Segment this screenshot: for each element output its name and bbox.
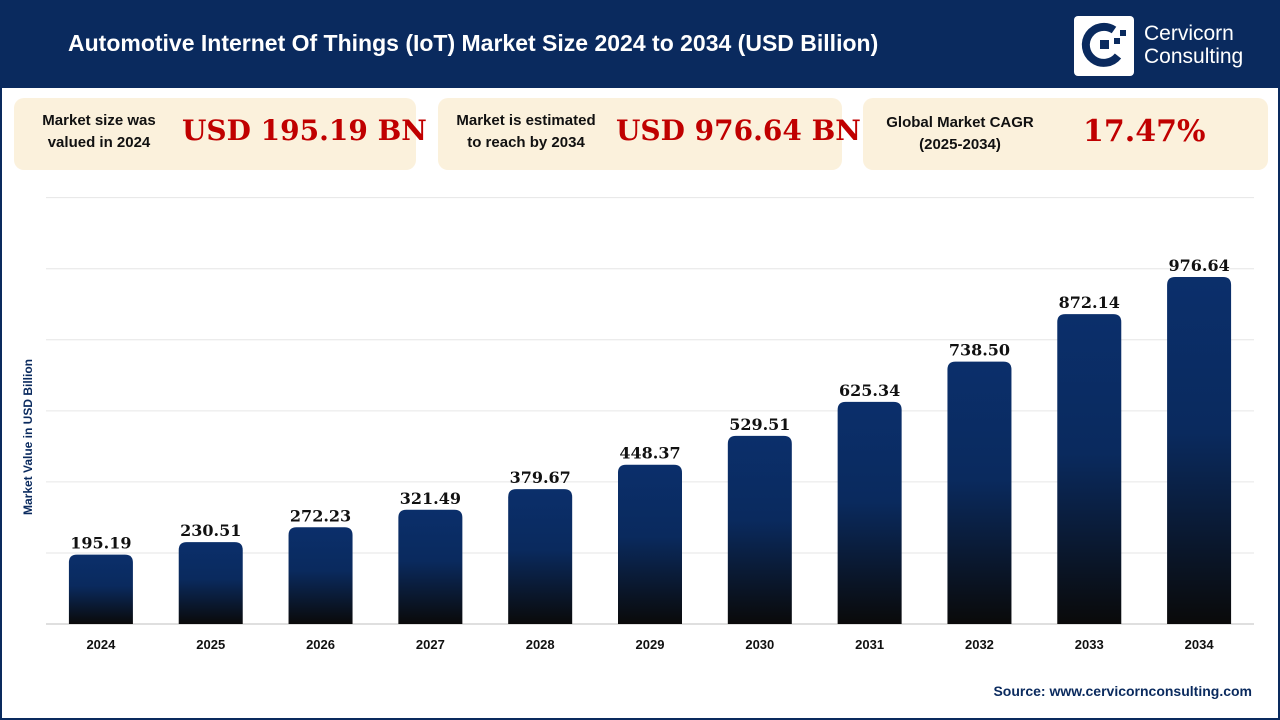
bar-2026 (288, 527, 353, 624)
data-label-2024: 195.19 (70, 534, 131, 553)
data-label-2026: 272.23 (290, 506, 351, 525)
stat-card-label: Market size was valued in 2024 (24, 110, 174, 154)
x-tick-2029: 2029 (636, 637, 665, 652)
chart-title: Automotive Internet Of Things (IoT) Mark… (68, 30, 879, 56)
stat-card-label-line-2: (2025-2034) (919, 136, 1001, 153)
source-note: Source: www.cervicornconsulting.com (993, 683, 1252, 699)
x-tick-2027: 2027 (416, 637, 445, 652)
x-tick-2034: 2034 (1185, 637, 1215, 652)
stat-card-value: USD 195.19 BN (182, 114, 427, 147)
stat-card-label-line-1: Global Market CAGR (886, 114, 1034, 131)
stat-card-label: Market is estimated to reach by 2034 (444, 110, 608, 154)
x-tick-2026: 2026 (306, 637, 335, 652)
x-tick-2025: 2025 (196, 637, 225, 652)
stat-card-label: Global Market CAGR (2025-2034) (875, 112, 1045, 156)
bars (68, 276, 1232, 624)
bar-2033 (1057, 314, 1122, 624)
x-tick-2028: 2028 (526, 637, 555, 652)
logo-text: Cervicorn Consulting (1144, 22, 1243, 68)
x-tick-labels: 2024 2025 2026 2027 2028 2029 2030 2031 2032 2033… (86, 637, 1214, 652)
logo-line-1: Cervicorn (1144, 22, 1234, 45)
stat-card-market-estimate-2034: Market is estimated to reach by 2034 USD… (438, 98, 861, 170)
bar-2029 (618, 464, 682, 624)
data-label-2034: 976.64 (1168, 256, 1229, 275)
bar-2030 (727, 435, 792, 624)
company-logo: Cervicorn Consulting (1074, 16, 1264, 78)
bar-2031 (837, 401, 902, 624)
bar-2027 (398, 509, 463, 624)
x-tick-2030: 2030 (745, 637, 774, 652)
data-label-2025: 230.51 (180, 521, 241, 540)
stat-card-value: USD 976.64 BN (616, 114, 861, 147)
stat-card-label-line-1: Market is estimated (456, 112, 596, 129)
stat-card-label-line-2: valued in 2024 (47, 134, 151, 151)
bar-2024 (68, 554, 133, 624)
stat-card-cagr: Global Market CAGR (2025-2034) 17.47% (863, 98, 1268, 170)
data-labels: 195.19 230.51 272.23 321.49 379.67 448.37 529.… (70, 256, 1229, 553)
data-label-2032: 738.50 (949, 341, 1010, 360)
data-label-2030: 529.51 (729, 415, 790, 434)
data-label-2033: 872.14 (1059, 293, 1120, 312)
header-bar: Automotive Internet Of Things (IoT) Mark… (2, 2, 1278, 88)
bar-chart: 195.19 230.51 272.23 321.49 379.67 448.37 529.… (46, 197, 1254, 652)
bar-2032 (947, 361, 1012, 624)
data-label-2027: 321.49 (400, 489, 461, 508)
data-label-2031: 625.34 (839, 381, 900, 400)
stat-card-value: 17.47% (1083, 114, 1206, 149)
data-label-2029: 448.37 (619, 444, 680, 463)
x-tick-2031: 2031 (855, 637, 884, 652)
x-tick-2024: 2024 (86, 637, 116, 652)
stat-card-market-size-2024: Market size was valued in 2024 USD 195.1… (14, 98, 427, 170)
bar-2025 (178, 542, 243, 624)
x-tick-2032: 2032 (965, 637, 994, 652)
logo-mark-icon (1074, 16, 1134, 76)
bar-2034 (1167, 276, 1232, 624)
bar-2028 (508, 489, 573, 624)
x-tick-2033: 2033 (1075, 637, 1104, 652)
logo-line-2: Consulting (1144, 45, 1244, 68)
data-label-2028: 379.67 (510, 468, 571, 487)
stat-card-label-line-2: to reach by 2034 (467, 134, 585, 151)
stat-card-label-line-1: Market size was (42, 112, 156, 129)
